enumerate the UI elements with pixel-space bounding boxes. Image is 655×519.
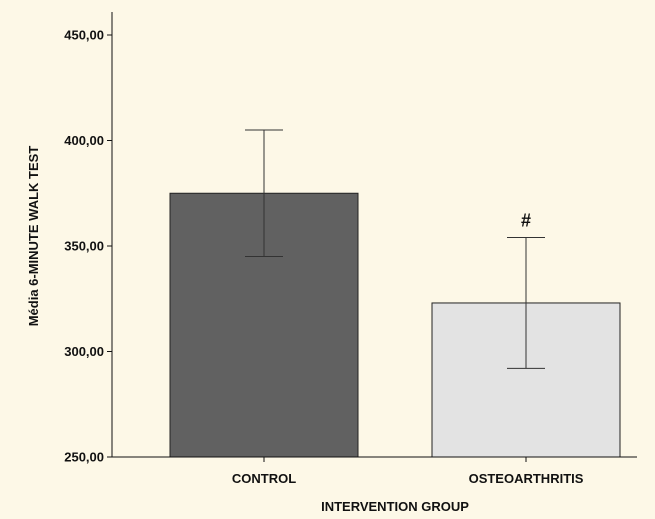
y-tick-label: 250,00 [64, 450, 104, 465]
x-axis-title: INTERVENTION GROUP [321, 499, 469, 514]
y-ticks-group: 250,00 300,00 350,00 400,00 450,00 [64, 28, 112, 465]
x-tick-label: OSTEOARTHRITIS [469, 471, 584, 486]
x-ticks-group: CONTROL OSTEOARTHRITIS [232, 457, 584, 486]
error-bars-group [245, 129, 545, 369]
x-tick-label: CONTROL [232, 471, 296, 486]
y-tick-label: 350,00 [64, 239, 104, 254]
annotations-group: # [521, 211, 531, 231]
significance-marker: # [521, 211, 531, 231]
y-tick-label: 300,00 [64, 344, 104, 359]
y-tick-label: 450,00 [64, 28, 104, 43]
y-tick-label: 400,00 [64, 133, 104, 148]
y-axis-title: Média 6-MINUTE WALK TEST [26, 146, 41, 327]
bars-group [169, 192, 621, 458]
